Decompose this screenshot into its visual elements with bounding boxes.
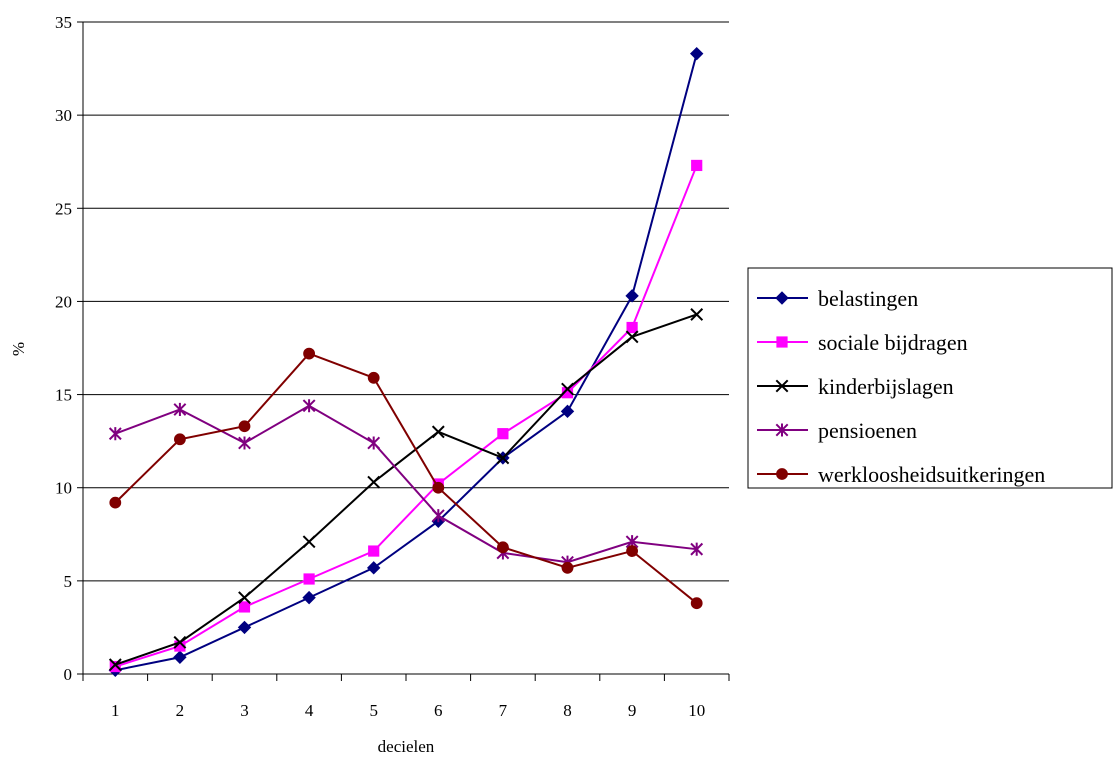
data-point: [690, 597, 703, 610]
legend-item-pensioenen: pensioenen: [757, 418, 917, 443]
y-axis-title: %: [9, 342, 28, 356]
axes: [82, 22, 729, 675]
series-kinderbijslagen: [108, 308, 704, 672]
data-point: [109, 660, 121, 673]
data-point: [561, 561, 574, 574]
y-tick-label: 25: [55, 199, 72, 218]
x-tick-label: 8: [563, 701, 572, 720]
legend-item-werkloosheidsuitkeringen: werkloosheidsuitkeringen: [757, 462, 1045, 487]
data-point: [561, 382, 574, 396]
series-belastingen: [108, 46, 704, 677]
data-point: [368, 545, 380, 557]
data-point: [690, 542, 704, 556]
data-point: [238, 601, 251, 613]
x-axis-ticks: 1 2 3 4 5 6 7 8 9 10: [82, 674, 730, 720]
data-point: [431, 425, 445, 439]
x-tick-label: 3: [240, 701, 249, 720]
legend-label: belastingen: [818, 286, 918, 311]
legend: belastingen sociale bijdragen kinderbijsla…: [747, 267, 1113, 489]
y-tick-label: 15: [55, 386, 72, 405]
data-point: [238, 591, 251, 605]
y-tick-label: 5: [64, 572, 73, 591]
y-tick-label: 0: [64, 665, 73, 684]
x-tick-label: 4: [305, 701, 314, 720]
data-point: [690, 308, 704, 321]
data-point: [625, 289, 639, 303]
x-tick-label: 10: [688, 701, 705, 720]
series-line-werkloosheidsuitkeringen: [114, 352, 698, 604]
data-point: [109, 496, 122, 509]
x-tick-label: 5: [369, 701, 378, 720]
y-tick-label: 10: [55, 479, 72, 498]
legend-marker: [776, 336, 788, 348]
data-point: [367, 475, 381, 489]
y-tick-label: 35: [55, 13, 72, 32]
legend-marker: [775, 423, 789, 437]
legend-marker: [776, 468, 788, 480]
series-line-kinderbijslagen: [114, 313, 698, 666]
data-point: [237, 620, 252, 635]
data-point: [432, 481, 445, 494]
data-point: [689, 46, 704, 61]
y-axis-ticks: 0 5 10 15 20 25 30 35: [55, 13, 83, 684]
x-tick-label: 1: [111, 701, 120, 720]
data-point: [173, 650, 187, 664]
data-point: [303, 573, 315, 585]
series-group: [108, 46, 704, 677]
x-tick-label: 2: [176, 701, 185, 720]
y-tick-label: 30: [55, 106, 72, 125]
legend-marker: [775, 291, 789, 305]
y-tick-label: 20: [55, 292, 72, 311]
data-point: [496, 451, 510, 465]
data-point: [625, 330, 639, 344]
data-point: [560, 404, 575, 419]
data-point: [691, 159, 703, 172]
data-point: [108, 427, 122, 441]
x-axis-title: decielen: [378, 737, 435, 756]
data-point: [238, 420, 251, 433]
series-sociale-bijdragen: [109, 159, 703, 673]
data-point: [367, 371, 380, 384]
x-tick-label: 9: [628, 701, 637, 720]
data-point: [302, 399, 316, 413]
gridlines: [83, 21, 729, 582]
data-point: [173, 635, 187, 649]
series-line-belastingen: [115, 53, 698, 672]
legend-marker: [775, 379, 789, 393]
legend-item-belastingen: belastingen: [757, 286, 918, 311]
legend-item-kinderbijslagen: kinderbijslagen: [757, 374, 954, 399]
legend-label: kinderbijslagen: [818, 374, 954, 399]
x-tick-label: 7: [499, 701, 508, 720]
legend-box: [747, 267, 1113, 489]
data-point: [497, 541, 509, 554]
data-point: [626, 321, 638, 334]
legend-label: werkloosheidsuitkeringen: [818, 462, 1045, 487]
data-point: [303, 347, 316, 360]
x-tick-label: 6: [434, 701, 443, 720]
data-point: [626, 545, 638, 557]
data-point: [431, 509, 445, 523]
data-point: [367, 436, 381, 450]
legend-label: pensioenen: [818, 418, 917, 443]
data-point: [302, 590, 316, 605]
data-point: [173, 402, 187, 417]
series-werkloosheidsuitkeringen: [109, 347, 703, 610]
data-point: [366, 561, 381, 575]
data-point: [302, 535, 316, 549]
series-line-pensioenen: [114, 404, 697, 564]
data-point: [497, 428, 509, 440]
data-point: [238, 436, 251, 450]
legend-label: sociale bijdragen: [818, 330, 968, 355]
data-point: [108, 658, 122, 672]
series-line-sociale-bijdragen: [114, 165, 698, 668]
legend-item-sociale-bijdragen: sociale bijdragen: [757, 330, 968, 355]
data-point: [174, 433, 186, 446]
